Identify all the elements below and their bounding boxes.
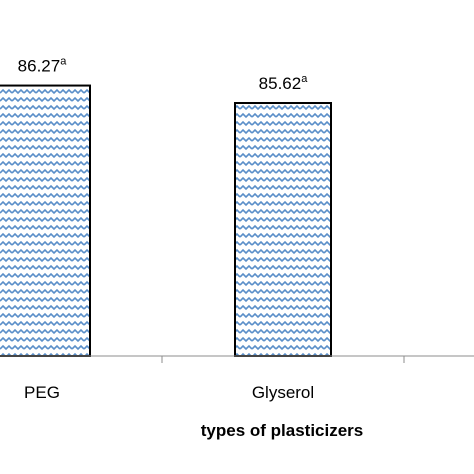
bar: [234, 102, 332, 357]
data-label-value: 85.62: [259, 74, 302, 93]
data-label-value: 86.27: [18, 57, 61, 76]
category-label: PEG: [24, 383, 60, 402]
data-label: 86.27a: [18, 56, 68, 76]
data-label-superscript: a: [60, 56, 67, 68]
category-label: Glyserol: [252, 383, 314, 402]
data-label-superscript: a: [301, 73, 308, 85]
bar: [0, 84, 91, 358]
data-label: 85.62a: [259, 73, 309, 93]
bars-layer: [0, 84, 332, 358]
x-axis-title: types of plasticizers: [201, 421, 364, 440]
